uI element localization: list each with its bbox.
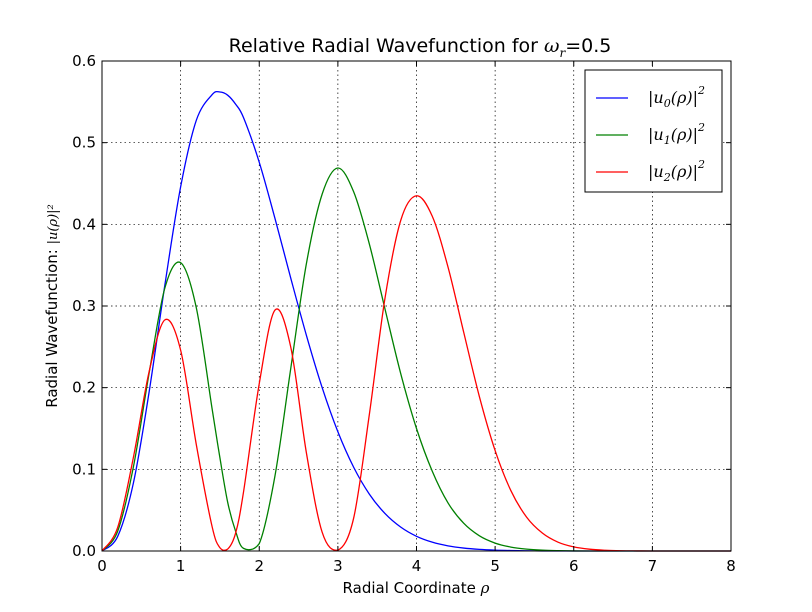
y-axis-label-text: Radial Wavefunction: (43, 244, 61, 407)
y-tick-label: 0.2 (72, 379, 96, 397)
x-tick-label: 8 (726, 557, 736, 575)
x-tick-label: 3 (333, 557, 343, 575)
y-tick-label: 0.5 (72, 134, 96, 152)
x-tick-label: 6 (569, 557, 579, 575)
x-axis-label: Radial Coordinate ρ (343, 579, 490, 597)
x-tick-label: 7 (648, 557, 658, 575)
chart-title: Relative Radial Wavefunction for ωr=0.5 (229, 35, 612, 60)
y-tick-label: 0.1 (72, 460, 96, 478)
x-tick-label: 5 (490, 557, 500, 575)
axis-ticks: 0 1 2 3 4 5 6 7 8 0.0 0.1 0.2 0.3 0.4 0.5 0.6 (72, 52, 736, 575)
title-subscript: r (559, 46, 566, 60)
y-tick-label: 0.3 (72, 297, 96, 315)
title-prefix: Relative Radial Wavefunction for (229, 35, 544, 57)
x-axis-label-text: Radial Coordinate (343, 579, 481, 597)
x-tick-label: 0 (97, 557, 107, 575)
x-tick-label: 4 (412, 557, 422, 575)
x-tick-label: 2 (254, 557, 264, 575)
y-tick-label: 0.0 (72, 542, 96, 560)
y-axis-label: Radial Wavefunction: |u(ρ)|² (43, 204, 61, 408)
legend-label-1: |u1(ρ)|2 (648, 121, 705, 147)
legend-label-2: |u2(ρ)|2 (648, 158, 705, 184)
y-axis-label-math: |u(ρ)|² (46, 204, 61, 244)
y-tick-label: 0.6 (72, 52, 96, 70)
legend-label-0: |u0(ρ)|2 (648, 84, 705, 110)
legend: |u0(ρ)|2 |u1(ρ)|2 |u2(ρ)|2 (584, 69, 723, 193)
x-axis-label-symbol: ρ (480, 579, 490, 597)
title-symbol: ω (544, 35, 560, 57)
y-tick-label: 0.4 (72, 215, 96, 233)
title-suffix: =0.5 (565, 35, 611, 57)
x-tick-label: 1 (176, 557, 186, 575)
